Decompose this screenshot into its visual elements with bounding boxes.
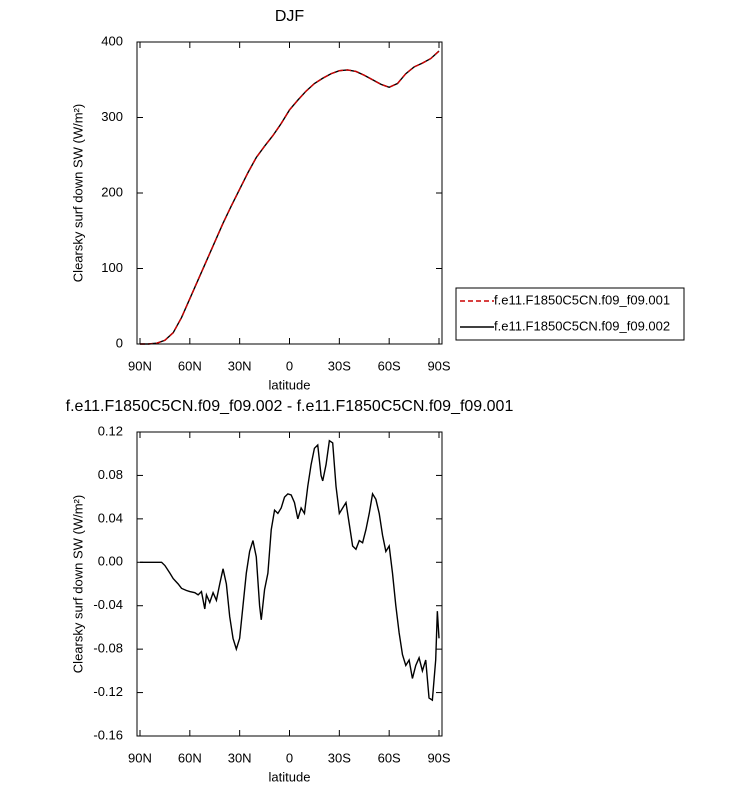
x-tick-label: 60S <box>378 358 401 373</box>
x-tick-label: 30S <box>328 358 351 373</box>
y-tick-label: 300 <box>101 109 123 124</box>
x-tick-label: 60S <box>378 750 401 765</box>
y-tick-label: -0.12 <box>93 684 123 699</box>
y-tick-label: 0.04 <box>98 510 123 525</box>
x-tick-label: 90S <box>427 750 450 765</box>
x-axis-label: latitude <box>269 769 311 784</box>
x-tick-label: 30N <box>228 750 252 765</box>
y-tick-label: -0.16 <box>93 727 123 742</box>
data-line <box>139 50 440 345</box>
y-tick-label: 400 <box>101 33 123 48</box>
data-line <box>139 439 440 702</box>
legend-box <box>455 287 685 341</box>
x-tick-label: 90S <box>427 358 450 373</box>
legend-label: f.e11.F1850C5CN.f09_f09.001 <box>494 292 670 307</box>
legend-label: f.e11.F1850C5CN.f09_f09.002 <box>494 318 670 333</box>
x-tick-label: 90N <box>128 358 152 373</box>
x-tick-label: 60N <box>178 750 202 765</box>
y-tick-label: -0.04 <box>93 597 123 612</box>
y-tick-label: 0.00 <box>98 554 123 569</box>
x-tick-label: 30N <box>228 358 252 373</box>
plot-frame <box>136 41 443 345</box>
data-line <box>139 50 440 345</box>
y-tick-label: 200 <box>101 184 123 199</box>
x-tick-label: 30S <box>328 750 351 765</box>
y-tick-label: -0.08 <box>93 641 123 656</box>
chart-title: f.e11.F1850C5CN.f09_f09.002 - f.e11.F185… <box>66 398 514 415</box>
plot-frame <box>136 431 443 737</box>
x-axis-label: latitude <box>269 377 311 392</box>
y-tick-label: 0 <box>116 335 123 350</box>
x-tick-label: 0 <box>286 750 293 765</box>
y-tick-label: 0.08 <box>98 467 123 482</box>
y-axis-label: Clearsky surf down SW (W/m²) <box>70 104 85 282</box>
x-tick-label: 90N <box>128 750 152 765</box>
x-tick-label: 0 <box>286 358 293 373</box>
x-tick-label: 60N <box>178 358 202 373</box>
y-axis-label: Clearsky surf down SW (W/m²) <box>70 495 85 673</box>
y-tick-label: 100 <box>101 260 123 275</box>
y-tick-label: 0.12 <box>98 423 123 438</box>
chart-title: DJF <box>275 8 305 25</box>
